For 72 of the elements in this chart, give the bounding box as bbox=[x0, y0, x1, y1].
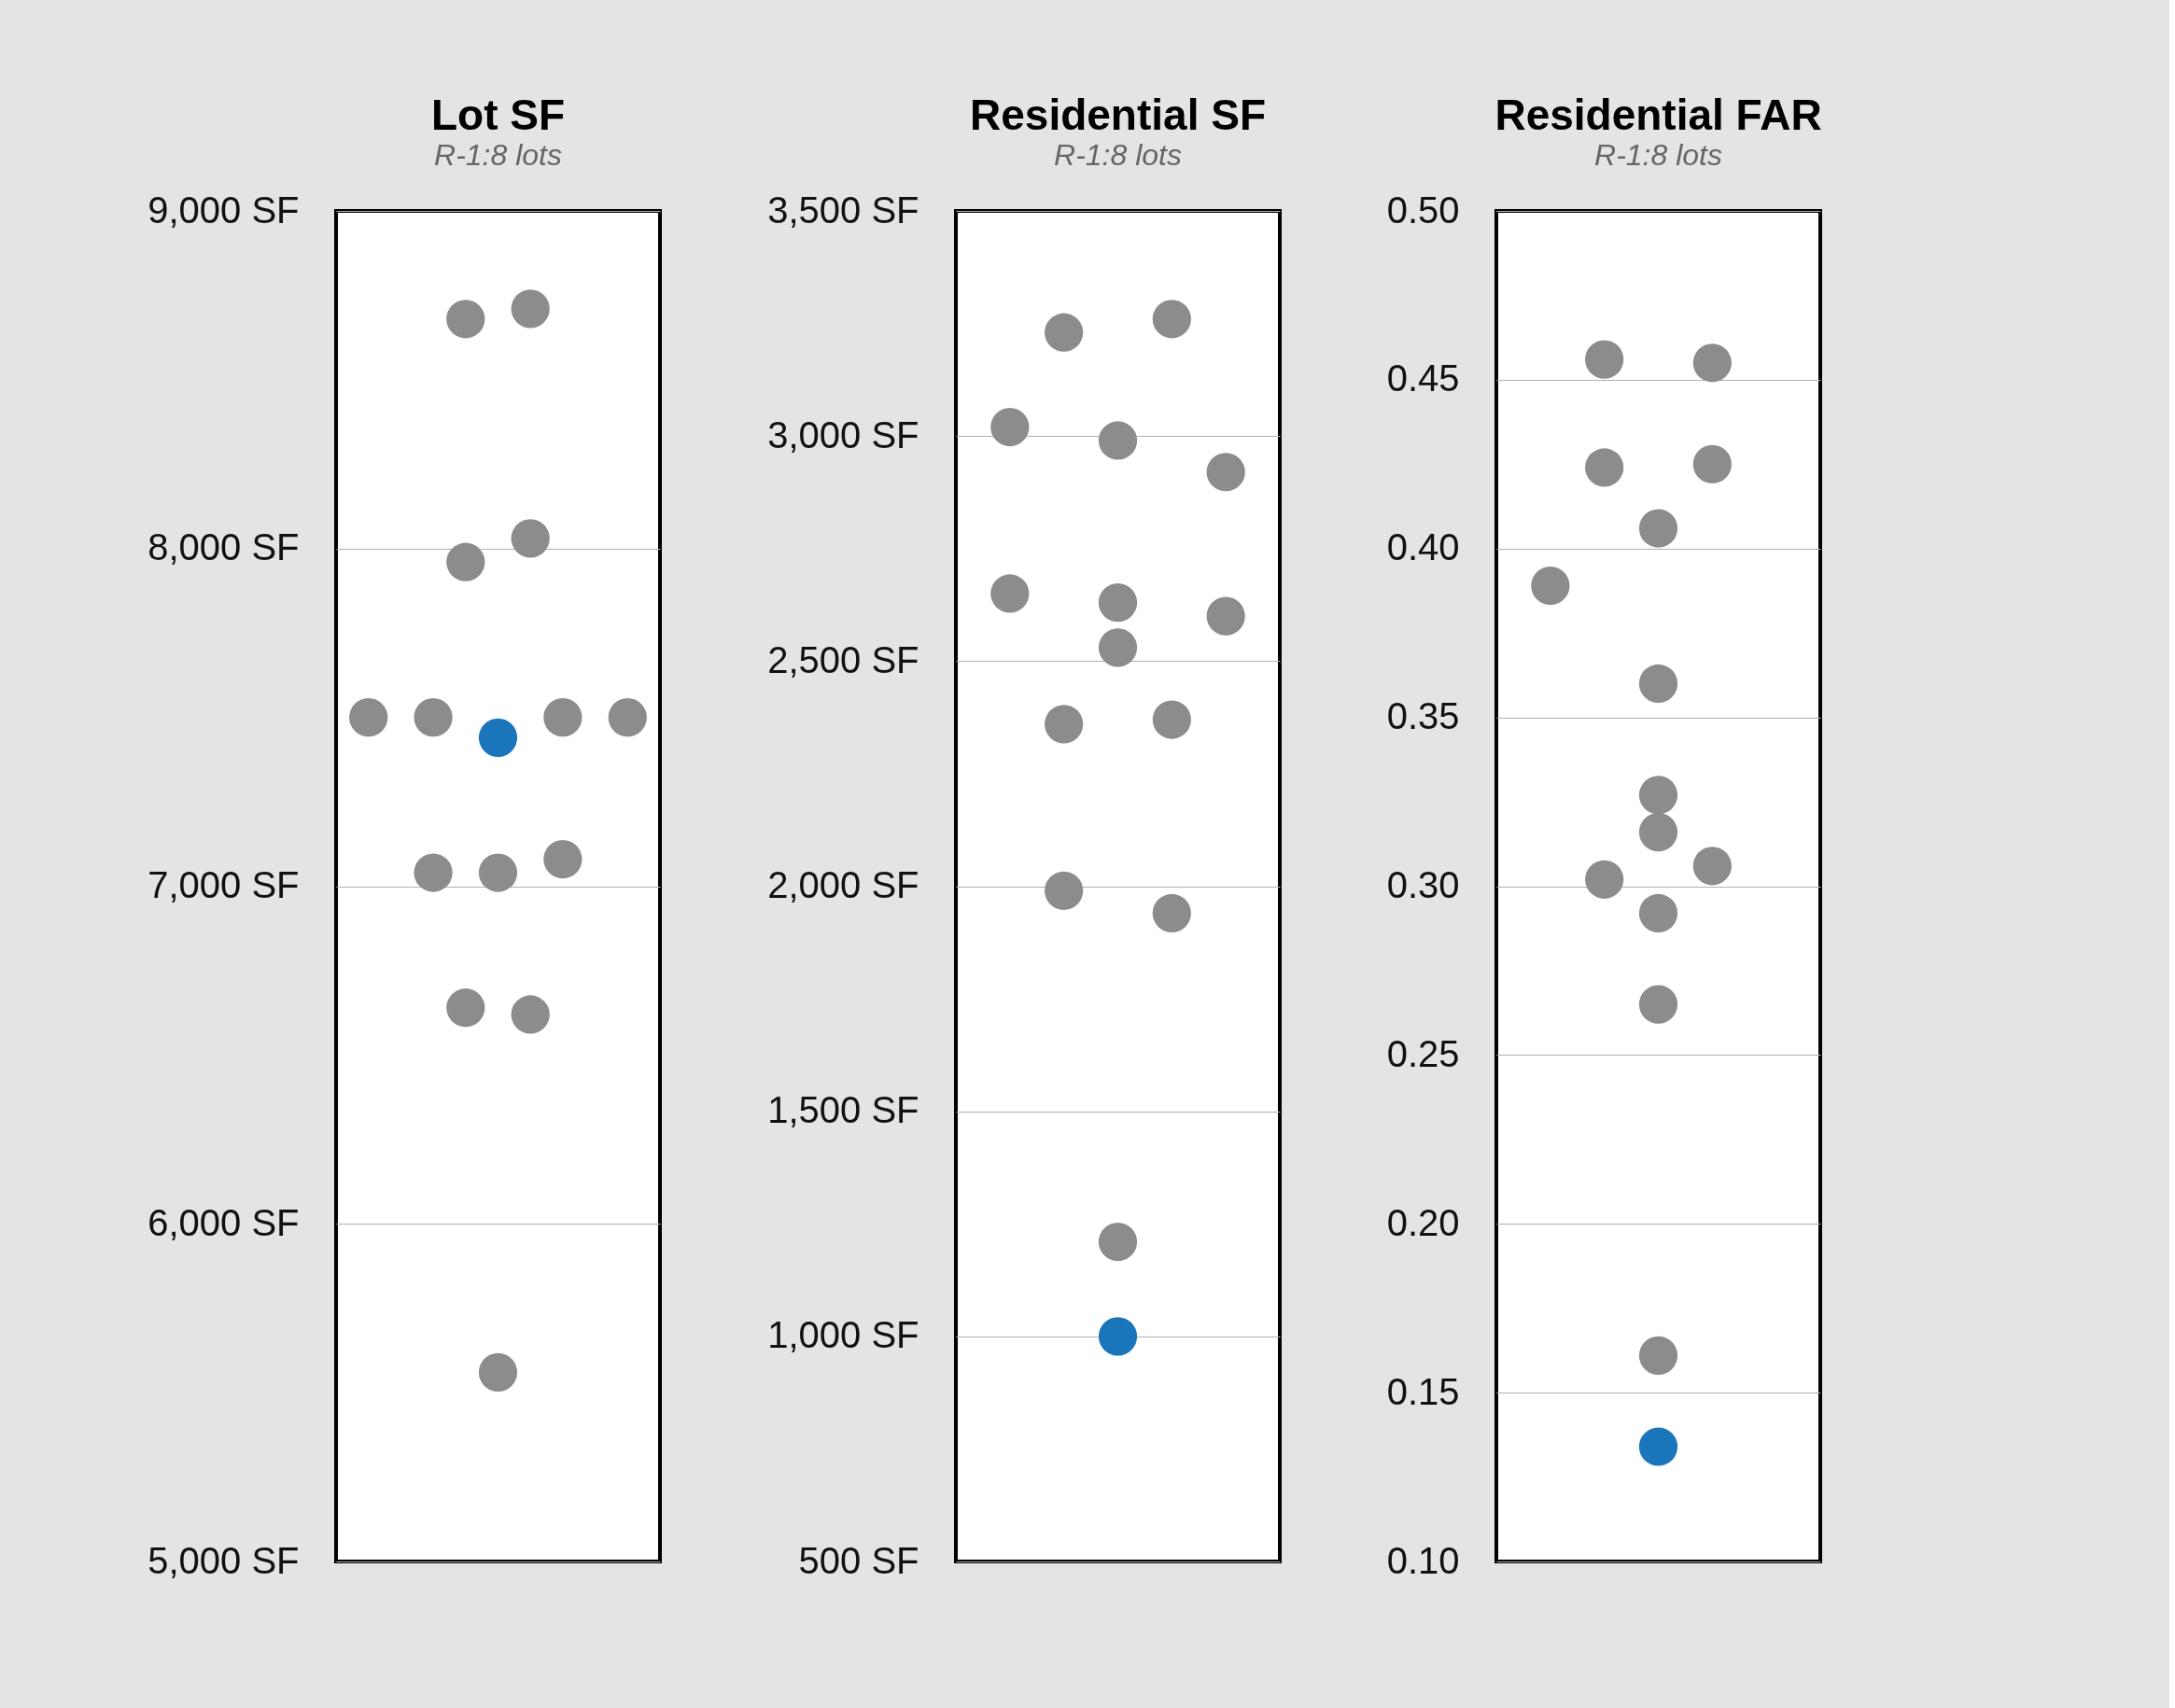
point bbox=[1098, 628, 1138, 667]
y-tick-label: 3,000 SF bbox=[767, 413, 919, 455]
y-tick-label: 0.40 bbox=[1386, 526, 1460, 568]
point bbox=[1152, 300, 1191, 339]
chart-title: Residential FAR bbox=[1494, 91, 1822, 139]
point bbox=[1045, 313, 1084, 352]
point bbox=[1206, 596, 1245, 636]
point bbox=[1638, 893, 1678, 933]
y-tick-label: 0.30 bbox=[1386, 864, 1460, 905]
point bbox=[1638, 664, 1678, 704]
point bbox=[446, 542, 485, 581]
point bbox=[511, 289, 550, 329]
y-tick-label: 1,500 SF bbox=[767, 1089, 919, 1131]
point bbox=[1045, 871, 1084, 910]
y-tick-label: 6,000 SF bbox=[147, 1201, 300, 1243]
point bbox=[446, 300, 485, 339]
point bbox=[511, 995, 550, 1034]
point bbox=[543, 698, 582, 737]
y-tick-label: 0.10 bbox=[1386, 1539, 1460, 1581]
point bbox=[608, 698, 647, 737]
point bbox=[414, 853, 453, 892]
y-tick-label: 0.15 bbox=[1386, 1370, 1460, 1412]
y-tick-label: 0.35 bbox=[1386, 695, 1460, 737]
point bbox=[1098, 583, 1138, 623]
y-tick-label: 2,500 SF bbox=[767, 638, 919, 680]
y-tick-label: 0.20 bbox=[1386, 1201, 1460, 1243]
point bbox=[478, 853, 518, 892]
point bbox=[1152, 893, 1191, 933]
point bbox=[1098, 421, 1138, 460]
point bbox=[1638, 985, 1678, 1024]
y-tick-label: 9,000 SF bbox=[147, 189, 300, 231]
point bbox=[1585, 340, 1624, 379]
y-tick-label: 2,000 SF bbox=[767, 864, 919, 905]
point bbox=[1585, 860, 1624, 899]
y-tick-label: 1,000 SF bbox=[767, 1314, 919, 1356]
point bbox=[1098, 1317, 1138, 1356]
y-tick-label: 5,000 SF bbox=[147, 1539, 300, 1581]
chart-subtitle: R-1:8 lots bbox=[434, 138, 562, 172]
y-tick-label: 500 SF bbox=[798, 1539, 919, 1581]
point bbox=[1152, 700, 1191, 739]
point bbox=[414, 698, 453, 737]
y-tick-label: 0.50 bbox=[1386, 189, 1460, 231]
y-tick-label: 0.25 bbox=[1386, 1032, 1460, 1074]
y-tick-label: 7,000 SF bbox=[147, 864, 300, 905]
point bbox=[990, 574, 1030, 613]
point bbox=[1638, 776, 1678, 815]
point bbox=[1638, 1427, 1678, 1466]
chart-subtitle: R-1:8 lots bbox=[1594, 138, 1722, 172]
point bbox=[478, 1352, 518, 1392]
point bbox=[511, 519, 550, 558]
chart-title: Residential SF bbox=[970, 91, 1266, 139]
point bbox=[1692, 444, 1732, 483]
point bbox=[1585, 448, 1624, 487]
point bbox=[1531, 566, 1570, 606]
point bbox=[1045, 705, 1084, 744]
point bbox=[1098, 1222, 1138, 1262]
chart-subtitle: R-1:8 lots bbox=[1054, 138, 1182, 172]
y-tick-label: 0.45 bbox=[1386, 357, 1460, 399]
y-tick-label: 3,500 SF bbox=[767, 189, 919, 231]
point bbox=[1692, 343, 1732, 383]
point bbox=[478, 718, 518, 757]
point bbox=[990, 407, 1030, 447]
point bbox=[349, 698, 388, 737]
y-tick-label: 8,000 SF bbox=[147, 526, 300, 568]
point bbox=[446, 988, 485, 1028]
point bbox=[543, 839, 582, 879]
point bbox=[1692, 847, 1732, 886]
point bbox=[1638, 1336, 1678, 1375]
point bbox=[1638, 509, 1678, 548]
chart-title: Lot SF bbox=[430, 91, 566, 139]
point bbox=[1638, 813, 1678, 852]
point bbox=[1206, 453, 1245, 492]
